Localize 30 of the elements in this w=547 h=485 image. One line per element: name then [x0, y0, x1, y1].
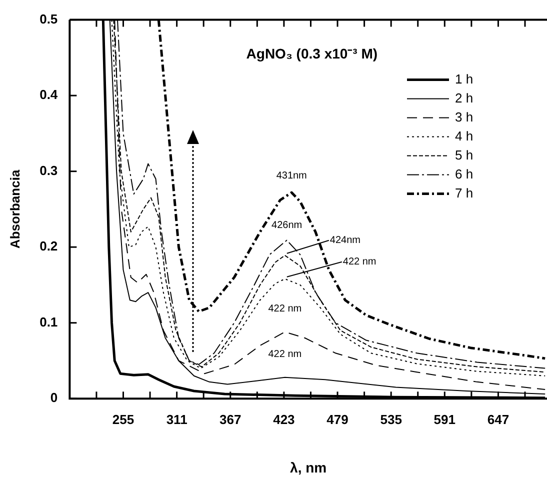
legend-label: 1 h	[455, 71, 474, 86]
annotation: 422 nm	[268, 304, 302, 315]
y-tick-label: 0.5	[40, 11, 58, 26]
legend-label: 6 h	[455, 166, 474, 182]
y-tick-label: 0.4	[40, 87, 58, 102]
y-tick-label: 0	[50, 390, 58, 406]
x-tick-label: 591	[434, 412, 456, 427]
y-tick-label: 0.1	[40, 314, 58, 330]
y-axis-title: Absorbancia	[7, 169, 22, 249]
legend-label: 7 h	[455, 185, 474, 200]
legend-label: 5 h	[455, 147, 474, 162]
x-tick-label: 647	[487, 412, 510, 427]
annotation: 431nm	[276, 170, 307, 182]
legend-label: 2 h	[455, 90, 474, 106]
legend-label: 3 h	[455, 109, 474, 124]
annotation: 426nm	[272, 220, 302, 232]
y-tick-label: 0.3	[40, 162, 58, 178]
annotation: 424nm	[330, 235, 360, 246]
x-tick-label: 255	[112, 412, 134, 427]
x-tick-label: 311	[166, 412, 188, 427]
y-tick-label: 0.2	[40, 238, 58, 254]
annotation: 422 nm	[342, 256, 376, 268]
legend-label: 4 h	[455, 128, 474, 144]
annotation: 422 nm	[268, 349, 302, 360]
x-tick-label: 367	[220, 412, 242, 427]
text: AgNO₃ (0.3 x10⁻³ M)	[246, 46, 378, 62]
x-axis-title: λ, nm	[290, 459, 327, 476]
x-tick-label: 535	[380, 412, 402, 427]
x-tick-label: 479	[326, 412, 348, 427]
x-tick-label: 423	[273, 412, 295, 427]
